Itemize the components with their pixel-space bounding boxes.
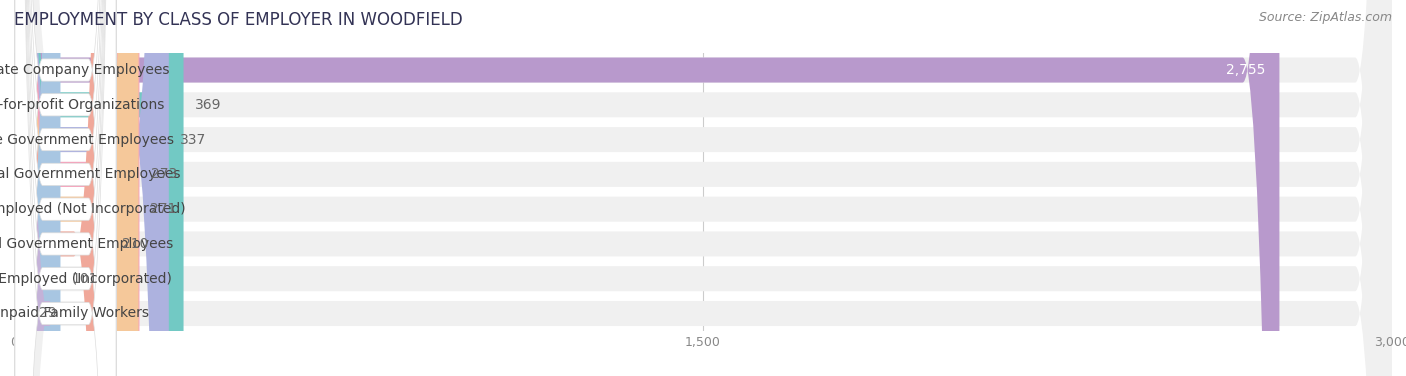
Text: Local Government Employees: Local Government Employees bbox=[0, 237, 173, 251]
FancyBboxPatch shape bbox=[14, 0, 1279, 376]
FancyBboxPatch shape bbox=[14, 0, 1392, 376]
FancyBboxPatch shape bbox=[15, 0, 117, 376]
FancyBboxPatch shape bbox=[14, 0, 139, 376]
FancyBboxPatch shape bbox=[15, 0, 117, 376]
FancyBboxPatch shape bbox=[14, 0, 1392, 376]
Text: Unpaid Family Workers: Unpaid Family Workers bbox=[0, 306, 149, 320]
Text: Self-Employed (Not Incorporated): Self-Employed (Not Incorporated) bbox=[0, 202, 186, 216]
Text: 337: 337 bbox=[180, 133, 207, 147]
FancyBboxPatch shape bbox=[15, 0, 117, 376]
FancyBboxPatch shape bbox=[15, 0, 117, 376]
FancyBboxPatch shape bbox=[15, 0, 117, 376]
FancyBboxPatch shape bbox=[14, 0, 1392, 376]
FancyBboxPatch shape bbox=[14, 0, 1392, 376]
Text: EMPLOYMENT BY CLASS OF EMPLOYER IN WOODFIELD: EMPLOYMENT BY CLASS OF EMPLOYER IN WOODF… bbox=[14, 11, 463, 29]
Text: 2,755: 2,755 bbox=[1226, 63, 1265, 77]
Text: 369: 369 bbox=[195, 98, 222, 112]
FancyBboxPatch shape bbox=[14, 0, 139, 376]
Text: 210: 210 bbox=[122, 237, 149, 251]
FancyBboxPatch shape bbox=[14, 0, 1392, 376]
Text: Source: ZipAtlas.com: Source: ZipAtlas.com bbox=[1258, 11, 1392, 24]
Text: Self-Employed (Incorporated): Self-Employed (Incorporated) bbox=[0, 272, 172, 286]
FancyBboxPatch shape bbox=[14, 0, 184, 376]
FancyBboxPatch shape bbox=[15, 0, 117, 376]
Text: Private Company Employees: Private Company Employees bbox=[0, 63, 169, 77]
FancyBboxPatch shape bbox=[14, 0, 169, 376]
Text: Not-for-profit Organizations: Not-for-profit Organizations bbox=[0, 98, 165, 112]
Text: 271: 271 bbox=[150, 202, 176, 216]
Text: 29: 29 bbox=[39, 306, 56, 320]
FancyBboxPatch shape bbox=[15, 0, 117, 376]
FancyBboxPatch shape bbox=[14, 0, 60, 376]
Text: State Government Employees: State Government Employees bbox=[0, 133, 173, 147]
Text: Federal Government Employees: Federal Government Employees bbox=[0, 167, 181, 181]
FancyBboxPatch shape bbox=[14, 0, 1392, 376]
FancyBboxPatch shape bbox=[15, 0, 117, 376]
FancyBboxPatch shape bbox=[14, 0, 111, 376]
FancyBboxPatch shape bbox=[0, 0, 51, 376]
Text: 101: 101 bbox=[72, 272, 98, 286]
FancyBboxPatch shape bbox=[14, 0, 1392, 376]
Text: 273: 273 bbox=[150, 167, 177, 181]
FancyBboxPatch shape bbox=[14, 0, 1392, 376]
